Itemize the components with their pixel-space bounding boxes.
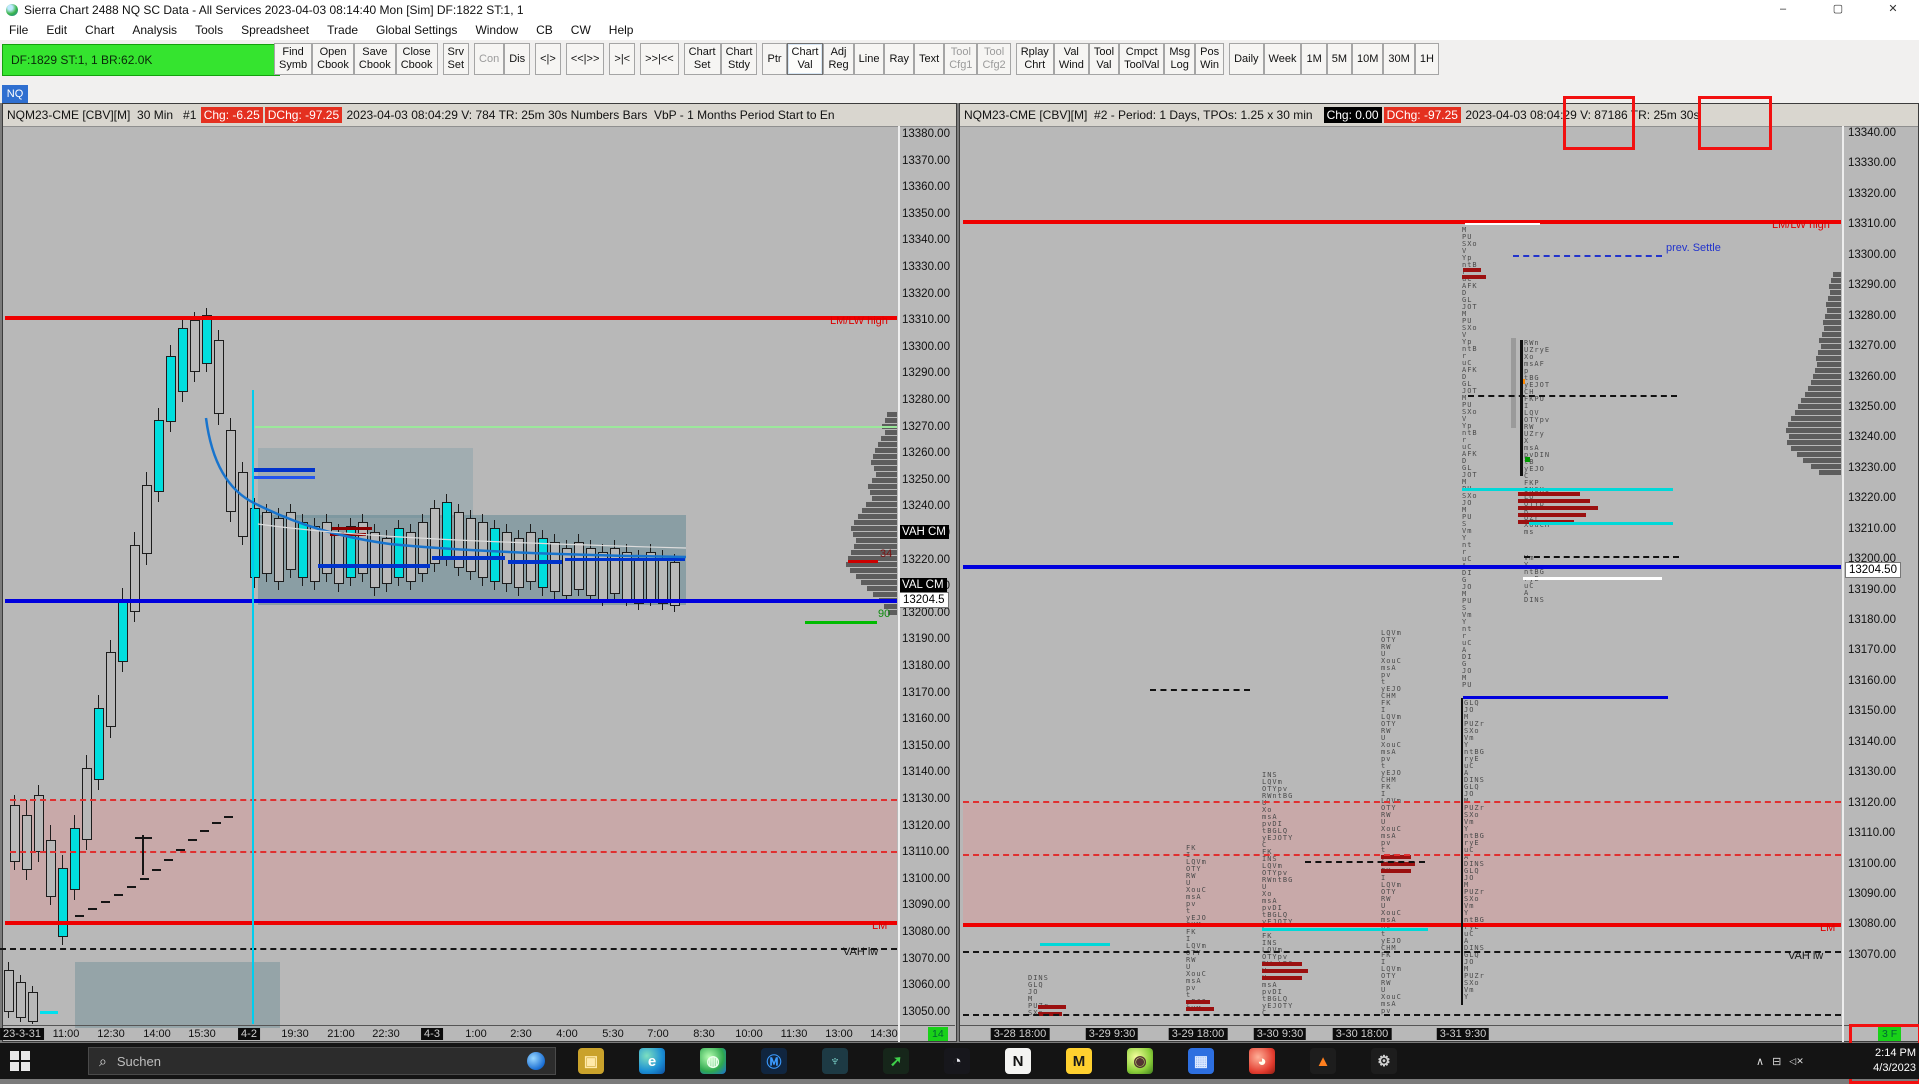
toolbar-button--[interactable]: <|> xyxy=(535,43,561,75)
menu-trade[interactable]: Trade xyxy=(327,23,359,37)
menu-cw[interactable]: CW xyxy=(570,23,591,37)
toolbar-button-open-cbook[interactable]: Open Cbook xyxy=(312,43,354,75)
miro-icon[interactable]: M xyxy=(1066,1048,1092,1074)
tray-chevron-icon[interactable]: ∧ xyxy=(1756,1055,1765,1068)
toolbar-button-pos-win[interactable]: Pos Win xyxy=(1195,43,1225,75)
chart1-dchg-badge: DChg: -97.25 xyxy=(264,107,343,123)
menu-bar: File Edit Chart Analysis Tools Spreadsheet Tra… xyxy=(0,20,1919,40)
toolbar-button-cmpct-toolval[interactable]: Cmpct ToolVal xyxy=(1119,43,1165,75)
volume-muted-icon[interactable]: ◁✕ xyxy=(1789,1055,1804,1066)
chart1-symbol: NQM23-CME [CBV][M] 30 Min #1 xyxy=(7,108,200,122)
vlc-icon[interactable]: ▲ xyxy=(1310,1048,1336,1074)
toolbar-button--[interactable]: >|< xyxy=(609,43,636,75)
toolbar-button-1m[interactable]: 1M xyxy=(1301,43,1327,75)
chart2-symbol: NQM23-CME [CBV][M] #2 - Period: 1 Days, … xyxy=(964,108,1323,122)
chart-window-2[interactable]: NQM23-CME [CBV][M] #2 - Period: 1 Days, … xyxy=(959,103,1919,1042)
menu-tools[interactable]: Tools xyxy=(195,23,224,37)
menu-chart[interactable]: Chart xyxy=(85,23,115,37)
toolbar-button-chart-val[interactable]: Chart Val xyxy=(786,43,824,75)
menu-edit[interactable]: Edit xyxy=(46,23,68,37)
toolbar-buttons: Find Symb Open Cbook Save Cbook Close Cbook… xyxy=(274,43,1444,75)
notion-icon[interactable]: N xyxy=(1005,1048,1031,1074)
toolbar-button-5m[interactable]: 5M xyxy=(1326,43,1353,75)
menu-help[interactable]: Help xyxy=(608,23,634,37)
toolbar-button-30m[interactable]: 30M xyxy=(1383,43,1415,75)
calculator-icon[interactable]: ▦ xyxy=(1188,1048,1214,1074)
menu-spreadsheet[interactable]: Spreadsheet xyxy=(241,23,310,37)
toolbar-button-val-wind[interactable]: Val Wind xyxy=(1053,43,1089,75)
toolbar-button-con: Con xyxy=(474,43,505,75)
toolbar-button-msg-log[interactable]: Msg Log xyxy=(1164,43,1196,75)
menu-file[interactable]: File xyxy=(9,23,29,37)
chart-window-1[interactable]: NQM23-CME [CBV][M] 30 Min #1 Chg: -6.25 D… xyxy=(2,103,957,1042)
toolbar-button-ray[interactable]: Ray xyxy=(884,43,914,75)
chartbook-tab-strip xyxy=(0,78,1919,103)
obs-icon[interactable]: ◔ xyxy=(944,1048,970,1074)
toolbar-button-tool-cfg1: Tool Cfg1 xyxy=(944,43,978,75)
toolbar-button-find-symb[interactable]: Find Symb xyxy=(274,43,313,75)
system-tray: ∧ ⊟ ◁✕ xyxy=(1756,1043,1804,1079)
tab-nq[interactable]: NQ xyxy=(2,85,28,103)
bing-icon xyxy=(527,1052,545,1070)
menu-window[interactable]: Window xyxy=(475,23,519,37)
metatrader-icon[interactable]: Ⓜ xyxy=(761,1048,787,1074)
toolbar-button-week[interactable]: Week xyxy=(1263,43,1302,75)
toolbar-button-save-cbook[interactable]: Save Cbook xyxy=(353,43,396,75)
menu-cb[interactable]: CB xyxy=(536,23,553,37)
start-button[interactable] xyxy=(10,1051,30,1071)
search-icon: ⌕ xyxy=(99,1052,107,1069)
menu-global-settings[interactable]: Global Settings xyxy=(376,23,458,37)
toolbar-button--[interactable]: <<|>> xyxy=(565,43,605,75)
toolbar-button-adj-reg[interactable]: Adj Reg xyxy=(823,43,854,75)
toolbar-button-text[interactable]: Text xyxy=(914,43,945,75)
toolbar-button-daily[interactable]: Daily xyxy=(1229,43,1264,75)
share-app-icon[interactable]: ➚ xyxy=(883,1048,909,1074)
chameleon-icon[interactable]: ◉ xyxy=(1127,1048,1153,1074)
chart1-header-info: 2023-04-03 08:04:29 V: 784 TR: 25m 30s N… xyxy=(343,108,835,122)
toolbar-button-close-cbook[interactable]: Close Cbook xyxy=(395,43,438,75)
toolbar-button-tool-val[interactable]: Tool Val xyxy=(1088,43,1120,75)
toolbar-button-srv-set[interactable]: Srv Set xyxy=(442,43,470,75)
title-bar: Sierra Chart 2488 NQ SC Data - All Servi… xyxy=(0,0,1919,20)
teal-app-icon[interactable]: ♆ xyxy=(822,1048,848,1074)
toolbar-button-chart-stdy[interactable]: Chart Stdy xyxy=(720,43,758,75)
search-placeholder: Suchen xyxy=(116,1053,161,1069)
globe-browser-icon[interactable]: ◍ xyxy=(700,1048,726,1074)
toolbar-button-1h[interactable]: 1H xyxy=(1414,43,1439,75)
toolbar-button-line[interactable]: Line xyxy=(853,43,885,75)
file-explorer-icon[interactable]: ▣ xyxy=(578,1048,604,1074)
toolbar-button-10m[interactable]: 10M xyxy=(1352,43,1384,75)
settings-gear-icon[interactable]: ⚙ xyxy=(1371,1048,1397,1074)
app-icon xyxy=(6,4,18,16)
network-icon[interactable]: ⊟ xyxy=(1772,1055,1782,1068)
toolbar-button-chart-set[interactable]: Chart Set xyxy=(683,43,721,75)
window-title: Sierra Chart 2488 NQ SC Data - All Servi… xyxy=(24,3,524,17)
menu-analysis[interactable]: Analysis xyxy=(132,23,178,37)
chart1-header: NQM23-CME [CBV][M] 30 Min #1 Chg: -6.25 D… xyxy=(3,104,956,127)
toolbar-button--[interactable]: >>|<< xyxy=(640,43,679,75)
chart2-dchg-badge: DChg: -97.25 xyxy=(1383,107,1461,123)
clock-time: 2:14 PM xyxy=(1875,1047,1916,1059)
chart2-chg-badge: Chg: 0.00 xyxy=(1323,107,1382,123)
chart1-chg-badge: Chg: -6.25 xyxy=(200,107,263,123)
edge-browser-icon[interactable]: e xyxy=(639,1048,665,1074)
close-button[interactable]: ✕ xyxy=(1888,3,1898,15)
clock-date: 4/3/2023 xyxy=(1873,1062,1916,1074)
connection-status-box: DF:1829 ST:1, 1 BR:62.0K xyxy=(2,44,280,76)
minimize-button[interactable]: – xyxy=(1779,3,1787,15)
chart2-header: NQM23-CME [CBV][M] #2 - Period: 1 Days, … xyxy=(960,104,1918,127)
toolbar-button-ptr[interactable]: Ptr xyxy=(762,43,787,75)
toolbar-button-tool-cfg2: Tool Cfg2 xyxy=(977,43,1011,75)
red-swirl-icon[interactable]: ◕ xyxy=(1249,1048,1275,1074)
toolbar-button-dis[interactable]: Dis xyxy=(504,43,531,75)
taskbar-clock[interactable]: 2:14 PM 4/3/2023 xyxy=(1848,1046,1916,1076)
maximize-button[interactable]: ▢ xyxy=(1832,3,1844,15)
toolbar-button-rplay-chrt[interactable]: Rplay Chrt xyxy=(1015,43,1054,75)
search-input[interactable]: ⌕ Suchen xyxy=(88,1047,556,1075)
chart2-header-info: 2023-04-03 08:04:29 V: 87186 TR: 25m 30s xyxy=(1461,108,1700,122)
